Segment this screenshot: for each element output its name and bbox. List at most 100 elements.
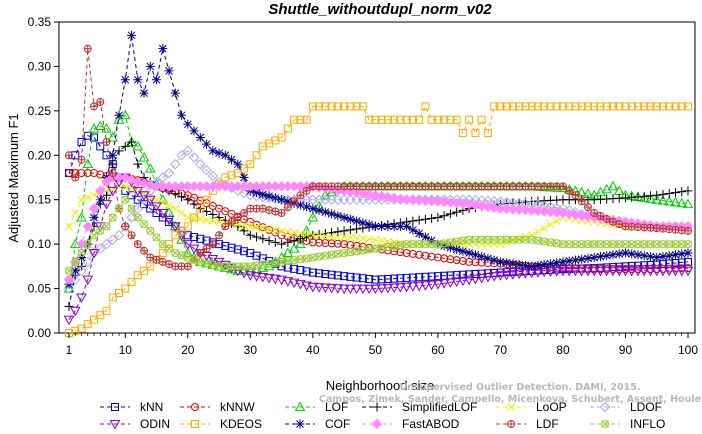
legend-label-fastabod: FastABOD <box>402 417 460 431</box>
data-point-loop <box>258 224 267 233</box>
data-point-kdeos <box>252 151 261 160</box>
data-point-kdeos <box>315 102 324 111</box>
legend-item-inflo: INFLO <box>590 417 665 431</box>
data-point-inflo <box>646 240 655 249</box>
data-point-ldf <box>196 249 205 258</box>
legend-label-knn: kNN <box>140 400 163 414</box>
y-axis-label: Adjusted Maximum F1 <box>6 113 21 242</box>
data-point-ldf <box>571 191 580 200</box>
data-point-simplifiedlof <box>239 226 249 236</box>
data-point-cof <box>577 254 587 264</box>
data-point-loop <box>321 232 330 240</box>
data-point-loop <box>546 220 555 229</box>
data-point-kdeos <box>571 102 580 111</box>
series-line-loop <box>68 185 688 245</box>
data-point-kdeos <box>640 102 649 111</box>
data-point-fastabod <box>357 188 369 199</box>
legend-marker-cof <box>295 419 305 429</box>
data-point-lof <box>551 182 563 192</box>
series-line-knnw <box>69 172 689 270</box>
data-point-odin <box>319 283 331 294</box>
data-point-loop <box>302 230 311 239</box>
data-point-cof <box>420 232 430 242</box>
data-point-ldof <box>113 230 125 241</box>
data-point-cof <box>270 193 280 203</box>
data-point-kdeos <box>383 115 392 124</box>
data-point-inflo <box>121 195 130 204</box>
data-point-odin <box>576 266 588 277</box>
data-point-odin <box>563 266 575 277</box>
data-point-simplifiedlof <box>189 199 199 209</box>
data-point-kdeos <box>240 164 249 173</box>
data-point-odin <box>438 279 450 289</box>
data-point-knnw <box>315 238 324 247</box>
data-point-cof <box>277 195 287 205</box>
data-point-inflo <box>471 235 480 244</box>
data-point-kdeos <box>558 102 567 111</box>
data-point-inflo <box>340 249 349 258</box>
data-point-inflo <box>290 256 299 265</box>
data-point-cof <box>152 75 162 85</box>
data-point-inflo <box>271 258 280 267</box>
data-point-odin <box>457 276 469 287</box>
data-point-simplifiedlof <box>639 191 649 201</box>
data-point-fastabod <box>338 185 350 197</box>
data-point-knn <box>277 262 286 271</box>
data-point-loop <box>308 231 317 240</box>
data-point-loop <box>165 201 173 210</box>
data-point-knn <box>233 245 242 254</box>
data-point-cof <box>445 243 455 253</box>
data-point-knn <box>408 273 417 282</box>
data-point-lof <box>682 198 694 209</box>
data-point-inflo <box>265 259 274 268</box>
data-point-fastabod <box>488 202 500 213</box>
data-point-kdeos <box>471 129 480 138</box>
data-point-knnw <box>446 255 455 264</box>
data-point-inflo <box>508 235 517 244</box>
data-point-inflo <box>677 240 686 249</box>
data-point-odin <box>107 186 119 197</box>
data-point-fastabod <box>145 179 156 191</box>
data-point-inflo <box>496 235 505 244</box>
data-point-cof <box>452 244 462 254</box>
data-point-odin <box>301 281 312 291</box>
data-point-inflo <box>684 240 692 249</box>
data-point-cof <box>627 249 637 259</box>
data-point-odin <box>676 266 688 277</box>
data-point-simplifiedlof <box>645 191 655 201</box>
data-point-fastabod <box>132 176 143 188</box>
data-point-inflo <box>440 239 449 248</box>
data-point-cof <box>595 252 605 262</box>
data-point-odin <box>476 273 488 284</box>
data-point-kdeos <box>465 115 474 124</box>
data-point-inflo <box>633 240 642 249</box>
data-point-kdeos <box>327 102 336 111</box>
data-point-knn <box>158 213 167 222</box>
data-point-knnw <box>408 249 417 258</box>
data-point-kdeos <box>177 226 186 235</box>
legend-marker-knn <box>111 403 119 411</box>
data-point-kdeos <box>577 102 586 111</box>
data-point-odin <box>557 266 569 277</box>
data-point-odin <box>376 284 387 294</box>
data-point-lof <box>132 140 144 151</box>
data-point-loop <box>365 235 373 244</box>
legend-label-ldf: LDF <box>536 417 559 431</box>
data-point-kdeos <box>158 249 167 258</box>
data-point-cof <box>252 188 262 198</box>
data-point-cof <box>320 207 330 217</box>
data-point-knn <box>240 247 249 256</box>
data-point-kdeos <box>546 102 555 111</box>
data-point-odin <box>276 275 287 286</box>
data-point-inflo <box>483 235 492 244</box>
data-point-inflo <box>165 244 174 253</box>
data-point-knn <box>346 272 355 281</box>
data-point-odin <box>588 266 600 277</box>
data-point-kdeos <box>677 102 686 111</box>
data-point-kdeos <box>146 262 155 271</box>
data-point-inflo <box>558 240 567 249</box>
data-point-knnw <box>440 254 449 263</box>
data-point-knn <box>83 131 92 140</box>
data-point-knnw <box>402 249 411 258</box>
data-point-kdeos <box>302 115 311 124</box>
